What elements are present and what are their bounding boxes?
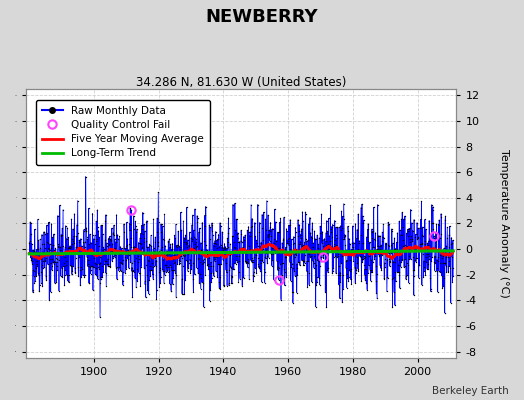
Text: Berkeley Earth: Berkeley Earth xyxy=(432,386,508,396)
Title: 34.286 N, 81.630 W (United States): 34.286 N, 81.630 W (United States) xyxy=(136,76,346,89)
Text: NEWBERRY: NEWBERRY xyxy=(206,8,318,26)
Y-axis label: Temperature Anomaly (°C): Temperature Anomaly (°C) xyxy=(499,149,509,298)
Legend: Raw Monthly Data, Quality Control Fail, Five Year Moving Average, Long-Term Tren: Raw Monthly Data, Quality Control Fail, … xyxy=(36,100,210,164)
